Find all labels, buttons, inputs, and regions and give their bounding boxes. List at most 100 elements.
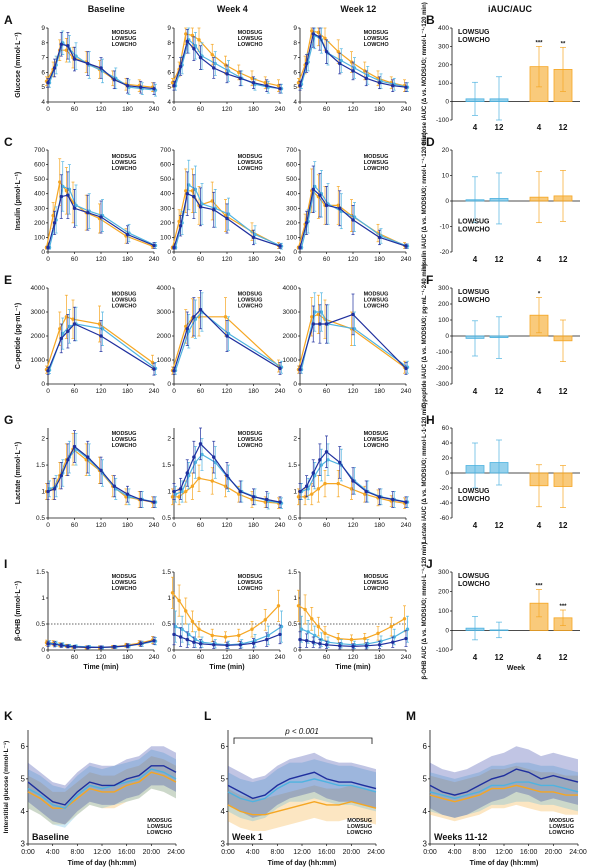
data-point xyxy=(170,591,175,595)
panel-label: J xyxy=(426,557,433,571)
data-point xyxy=(352,327,357,331)
data-point xyxy=(178,635,183,639)
y-tick-label: 100 xyxy=(438,80,449,87)
series-line-lowsug xyxy=(27,768,177,809)
x-tick-label: 8:00 xyxy=(271,849,285,856)
y-tick-label: 6 xyxy=(221,742,226,751)
data-point xyxy=(318,322,322,326)
series-lowsug xyxy=(173,292,284,375)
y-axis-label: C-peptide iAUC (Δ vs. MODSUG; pg·mL⁻¹·24… xyxy=(421,264,428,408)
panel-label: D xyxy=(426,135,435,149)
x-tick-label: 0 xyxy=(298,256,302,263)
legend-entry: LOWSUG xyxy=(364,298,389,304)
series-lowsug xyxy=(47,161,158,250)
x-tick-label: 12 xyxy=(559,653,568,662)
y-tick-label: 9 xyxy=(293,25,297,32)
y-tick-label: 2 xyxy=(293,436,297,443)
data-point xyxy=(310,315,314,319)
data-point xyxy=(139,642,143,646)
data-point xyxy=(338,460,342,465)
y-tick-label: 9 xyxy=(41,25,45,32)
y-tick-label: 500 xyxy=(286,176,297,183)
legend-entry: MODSUG xyxy=(347,818,372,824)
data-point xyxy=(193,637,198,642)
data-point xyxy=(306,630,310,634)
y-tick-label: 700 xyxy=(286,147,297,154)
data-point xyxy=(351,69,355,73)
x-tick-label: 12:00 xyxy=(495,849,513,856)
data-point xyxy=(250,76,254,81)
data-point xyxy=(192,455,196,459)
x-tick-label: 180 xyxy=(248,654,259,661)
data-point xyxy=(152,367,156,371)
x-tick-label: 12:00 xyxy=(93,849,111,856)
x-tick-label: 24:00 xyxy=(367,849,385,856)
x-tick-label: 180 xyxy=(248,388,259,395)
panel-label: E xyxy=(4,273,12,287)
y-tick-label: 6 xyxy=(21,742,26,751)
data-point xyxy=(391,497,395,502)
data-point xyxy=(376,631,380,636)
data-point xyxy=(377,495,382,499)
legend-entry: MODSUG xyxy=(238,30,263,36)
y-tick-label: 0 xyxy=(445,198,449,205)
significance-label: *** xyxy=(559,604,567,610)
data-point xyxy=(184,189,188,193)
legend-entry: LOWCHO xyxy=(458,496,490,503)
y-axis-label: Glucose iAUC (Δ vs. MODSUG; mmol·L⁻¹·120… xyxy=(421,2,428,146)
data-point xyxy=(58,180,62,184)
y-tick-label: 0 xyxy=(445,99,449,106)
data-point xyxy=(178,64,183,69)
data-point xyxy=(310,492,314,496)
series-modsug xyxy=(46,171,156,250)
y-axis-label: Interstitial glucose (mmol·L⁻¹) xyxy=(3,741,10,834)
x-tick-label: 4 xyxy=(537,521,542,530)
legend-entry: LOWSUG xyxy=(112,437,137,443)
data-point xyxy=(338,644,342,648)
x-tick-label: 180 xyxy=(122,256,133,263)
data-point xyxy=(198,642,203,646)
data-point xyxy=(389,624,393,629)
x-tick-label: 240 xyxy=(149,522,160,529)
legend-entry: LOWSUG xyxy=(549,824,574,830)
data-point xyxy=(237,70,241,75)
y-tick-label: 3000 xyxy=(31,309,46,316)
data-point xyxy=(66,329,70,333)
legend-entry: LOWSUG xyxy=(112,36,137,42)
legend-entry: LOWSUG xyxy=(147,824,172,830)
x-axis-label: Time of day (hh:mm) xyxy=(268,860,337,867)
data-point xyxy=(251,495,256,499)
data-point xyxy=(99,334,103,338)
data-point xyxy=(180,489,184,494)
data-point xyxy=(67,187,72,192)
y-tick-label: 8 xyxy=(167,40,171,47)
legend-entry: LOWSUG xyxy=(112,160,137,166)
y-tick-label: 7 xyxy=(293,55,297,62)
data-point xyxy=(177,495,181,499)
y-tick-label: 1 xyxy=(293,595,297,602)
data-point xyxy=(338,61,342,66)
x-tick-label: 120 xyxy=(348,654,359,661)
y-tick-label: 100 xyxy=(286,234,297,241)
column-title: Week 4 xyxy=(217,4,248,14)
y-tick-label: 200 xyxy=(438,589,449,596)
legend-entry: LOWCHO xyxy=(458,297,490,304)
data-point xyxy=(279,624,284,629)
y-tick-label: 1 xyxy=(293,489,297,496)
y-tick-label: 1.5 xyxy=(36,462,45,469)
data-point xyxy=(125,84,130,88)
data-point xyxy=(59,643,63,648)
y-tick-label: -200 xyxy=(436,365,449,372)
y-tick-label: 0 xyxy=(445,470,449,477)
y-tick-label: -20 xyxy=(440,249,450,256)
y-tick-label: 0 xyxy=(293,647,297,654)
legend-entry: LOWCHO xyxy=(347,830,373,836)
data-point xyxy=(198,205,203,209)
legend-entry: LOWSUG xyxy=(364,160,389,166)
panel-title: Weeks 11-12 xyxy=(434,832,487,842)
data-point xyxy=(253,232,257,237)
panel-label: M xyxy=(406,709,416,723)
x-tick-label: 4 xyxy=(537,653,542,662)
